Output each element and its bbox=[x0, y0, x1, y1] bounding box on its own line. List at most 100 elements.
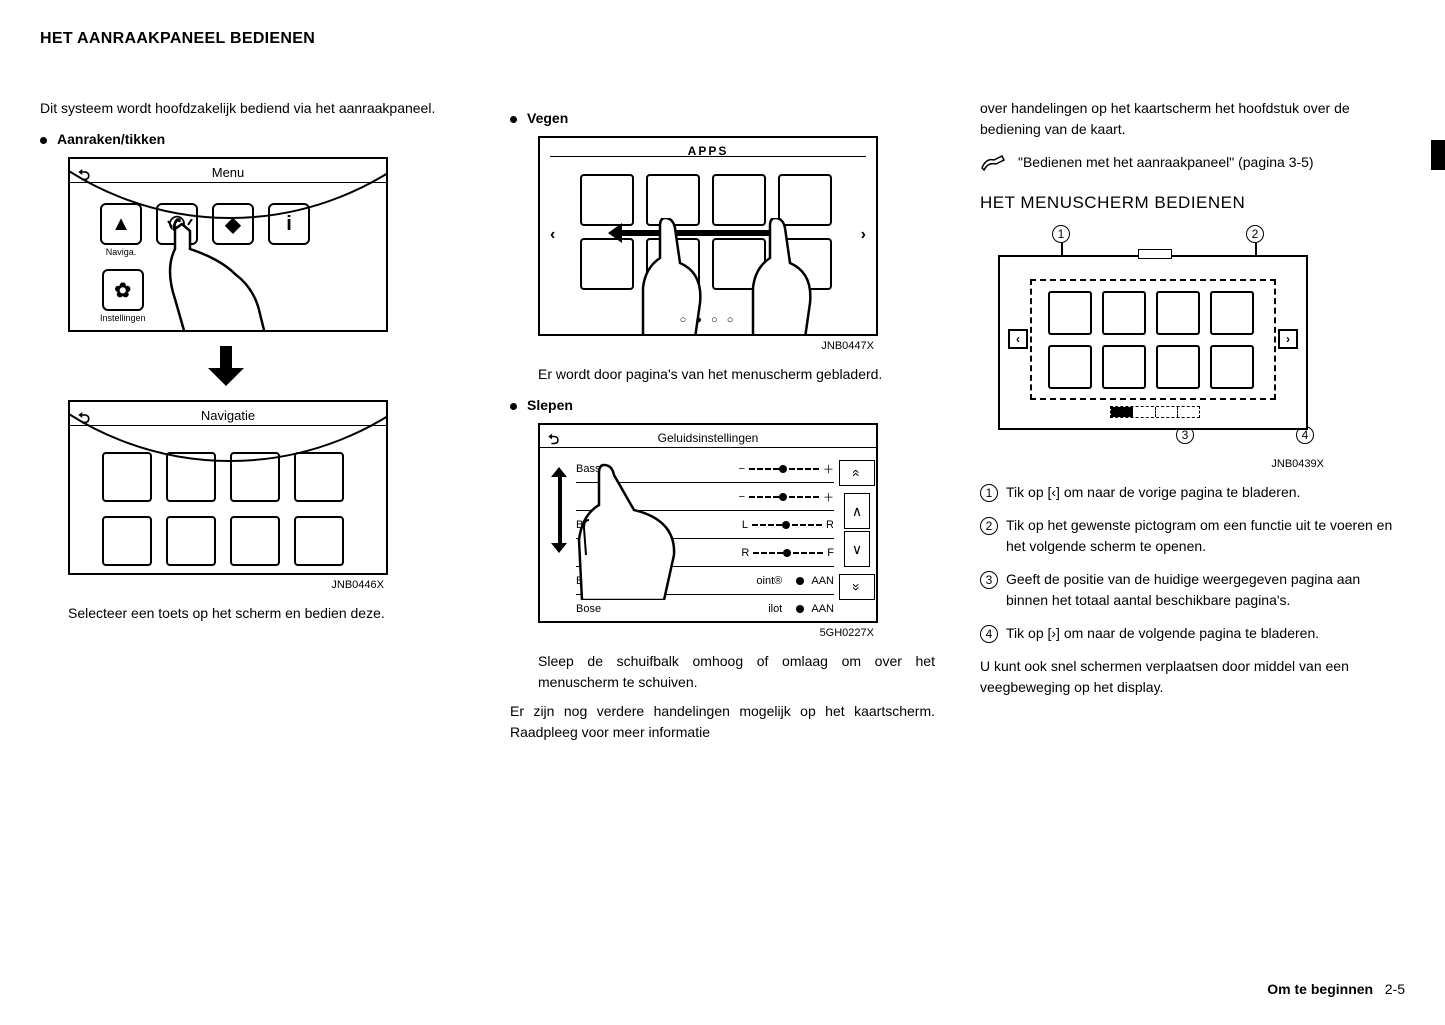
col3-continuation: over handelingen op het kaartscherm het … bbox=[980, 98, 1405, 140]
pager-seg bbox=[1178, 407, 1199, 417]
fig2-nav-left-icon: ‹ bbox=[550, 226, 555, 244]
aan-text: AAN bbox=[811, 575, 834, 587]
fig1b-header: ⮌ Navigatie bbox=[70, 408, 386, 426]
plus-icon: ＋ bbox=[823, 461, 834, 477]
reference-text: "Bedienen met het aanraakpaneel" (pagina… bbox=[1018, 154, 1314, 177]
back-icon: ⮌ bbox=[78, 408, 90, 433]
slider-icon bbox=[749, 493, 819, 501]
grid-cell bbox=[294, 452, 344, 502]
grid-cell bbox=[1210, 291, 1254, 335]
list-item-1: 1 Tik op [‹] om naar de vorige pagina te… bbox=[980, 482, 1405, 503]
figure-tap-menu: ⮌ Menu ▲ Naviga. ✆ ◆ i bbox=[68, 157, 388, 332]
list-item-4: 4 Tik op [›] om naar de volgende pagina … bbox=[980, 623, 1405, 644]
item-text: Geeft de positie van de huidige weergege… bbox=[1006, 569, 1405, 611]
page-dots: ○ ● ○ ○ bbox=[540, 314, 876, 326]
front-label: F bbox=[827, 547, 834, 559]
down-arrow-icon bbox=[208, 346, 244, 386]
grid-cell bbox=[166, 452, 216, 502]
on-dot-icon bbox=[796, 577, 804, 585]
bullet-dot-icon bbox=[510, 116, 517, 123]
grid-cell bbox=[1156, 345, 1200, 389]
on-dot-icon bbox=[796, 605, 804, 613]
item-text: Tik op [›] om naar de volgende pagina te… bbox=[1006, 623, 1319, 644]
item-number: 1 bbox=[980, 484, 998, 502]
pager-seg bbox=[1156, 407, 1178, 417]
fig1a-header: ⮌ Menu bbox=[70, 165, 386, 183]
page-title: HET AANRAAKPANEEL BEDIENEN bbox=[40, 30, 1405, 48]
fig3-code: 5GH0227X bbox=[510, 627, 878, 639]
grid-cell bbox=[1156, 291, 1200, 335]
plus-icon: ＋ bbox=[823, 489, 834, 505]
column-2: Vegen APPS ‹ › ○ ● ○ ○ JNB0447X Er wordt… bbox=[510, 98, 935, 751]
fig3-scroll-buttons: « ∧ ∨ » bbox=[844, 455, 870, 605]
fig4-nav-right-icon: › bbox=[1278, 329, 1298, 349]
grid-cell bbox=[230, 452, 280, 502]
bullet-vegen: Vegen bbox=[510, 110, 935, 126]
desc-drag: Sleep de schuifbalk omhoog of omlaag om … bbox=[510, 651, 935, 693]
column-1: Dit systeem wordt hoofdzakelijk bediend … bbox=[40, 98, 465, 751]
fig4-grid bbox=[1048, 291, 1254, 389]
content-columns: Dit systeem wordt hoofdzakelijk bediend … bbox=[40, 98, 1405, 751]
callout-1: 1 bbox=[1052, 225, 1070, 243]
nav-icon: ▲ bbox=[100, 203, 142, 245]
fig4-tab bbox=[1138, 249, 1172, 259]
grid-cell bbox=[1048, 291, 1092, 335]
aan-text: AAN bbox=[811, 603, 834, 615]
list-item-3: 3 Geeft de positie van de huidige weerge… bbox=[980, 569, 1405, 611]
drag-arrow-line bbox=[558, 475, 562, 545]
list-item-2: 2 Tik op het gewenste pictogram om een f… bbox=[980, 515, 1405, 557]
gear-icon: ✿ bbox=[102, 269, 144, 311]
fig2-nav-right-icon: › bbox=[861, 226, 866, 244]
fig1b-grid bbox=[102, 452, 344, 566]
desc-more: Er zijn nog verdere handelingen mogelijk… bbox=[510, 701, 935, 743]
fig1b-title: Navigatie bbox=[201, 408, 255, 423]
row-label: Bose bbox=[576, 603, 636, 615]
footer-section: Om te beginnen bbox=[1267, 981, 1373, 997]
grid-cell bbox=[166, 516, 216, 566]
row6-text: ilot bbox=[768, 603, 782, 615]
slider-icon bbox=[752, 521, 822, 529]
grid-cell bbox=[1102, 345, 1146, 389]
grid-cell bbox=[1102, 291, 1146, 335]
scroll-up-icon: ∧ bbox=[844, 493, 870, 529]
fig4-area: 1 2 3 4 ‹ › bbox=[998, 227, 1338, 458]
figure-swipe: APPS ‹ › ○ ● ○ ○ bbox=[538, 136, 878, 336]
callout-2: 2 bbox=[1246, 225, 1264, 243]
grid-cell bbox=[294, 516, 344, 566]
icon-settings: ✿ Instellingen bbox=[100, 269, 146, 323]
drag-hand-icon bbox=[564, 460, 694, 600]
pager-seg-active bbox=[1111, 407, 1133, 417]
item-number: 2 bbox=[980, 517, 998, 535]
section-heading: HET MENUSCHERM BEDIENEN bbox=[980, 193, 1405, 213]
fig4-pager bbox=[1110, 406, 1200, 418]
item-text: Tik op het gewenste pictogram om een fun… bbox=[1006, 515, 1405, 557]
divider bbox=[550, 156, 866, 157]
grid-cell bbox=[102, 516, 152, 566]
grid-cell bbox=[230, 516, 280, 566]
scroll-bottom-icon: » bbox=[839, 574, 875, 600]
fig4-code: JNB0439X bbox=[998, 458, 1328, 470]
item-number: 3 bbox=[980, 571, 998, 589]
grid-cell bbox=[580, 174, 634, 226]
grid-cell bbox=[102, 452, 152, 502]
row-val: ilot AAN bbox=[636, 603, 834, 615]
bullet-slepen: Slepen bbox=[510, 397, 935, 413]
slider-icon bbox=[753, 549, 823, 557]
footer-page: 2-5 bbox=[1385, 981, 1405, 997]
desc-swipe: Er wordt door pagina's van het menuscher… bbox=[510, 364, 935, 385]
figure-tap-result: ⮌ Navigatie bbox=[68, 400, 388, 575]
bullet-dot-icon bbox=[40, 137, 47, 144]
pager-seg bbox=[1133, 407, 1155, 417]
scroll-down-icon: ∨ bbox=[844, 531, 870, 567]
back-icon: ⮌ bbox=[78, 165, 90, 190]
item-number: 4 bbox=[980, 625, 998, 643]
scroll-top-icon: « bbox=[839, 460, 875, 486]
minus-icon: − bbox=[739, 463, 745, 475]
left-label: L bbox=[742, 519, 748, 531]
minus-icon: − bbox=[739, 491, 745, 503]
rear-label: R bbox=[741, 547, 749, 559]
bullet-aanraken: Aanraken/tikken bbox=[40, 131, 465, 147]
grid-cell bbox=[1048, 345, 1092, 389]
row5-text: oint® bbox=[756, 575, 782, 587]
fig3-header: Geluidsinstellingen bbox=[540, 431, 876, 448]
